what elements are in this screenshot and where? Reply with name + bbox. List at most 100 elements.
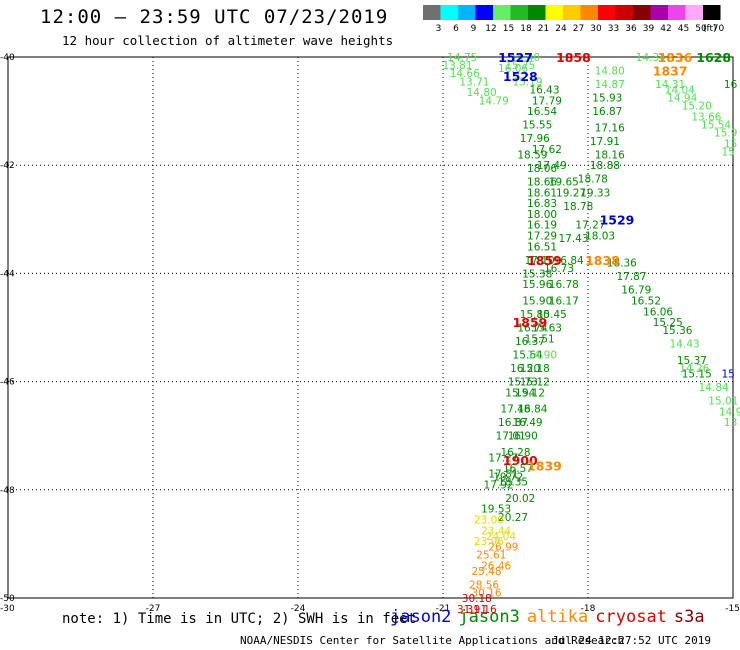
colorbar-label: 39 xyxy=(643,24,655,34)
swh-value: 25.61 xyxy=(476,550,506,562)
swh-value: 14.31 xyxy=(655,79,685,91)
swh-value: 15.45 xyxy=(537,309,567,321)
swh-value: 17.48 xyxy=(500,404,530,416)
colorbar-label: 6 xyxy=(453,24,459,34)
swh-value: 14.66 xyxy=(450,68,480,80)
swh-value: 18.59 xyxy=(517,149,547,161)
swh-value: 15.12 xyxy=(515,387,545,399)
colorbar-swatch xyxy=(580,5,598,20)
swh-value: 17.62 xyxy=(532,144,562,156)
pass-time-label: 1527 xyxy=(498,50,533,65)
colorbar-swatch xyxy=(528,5,546,20)
swh-value: 15.73 xyxy=(508,377,538,389)
swh-value: 18.88 xyxy=(590,160,620,172)
swh-value: 17.43 xyxy=(558,233,588,245)
swh-value: 14.34 xyxy=(636,52,666,64)
swh-value: 14.94 xyxy=(667,93,697,105)
y-tick-label: -48 xyxy=(0,486,15,496)
colorbar-unit: (ft) xyxy=(703,24,717,34)
satellite-legend: jason2 jason3 altika cryosat s3a xyxy=(390,607,712,627)
pass-time-label: 1838 xyxy=(585,253,620,268)
swh-value: 16.73 xyxy=(544,263,574,275)
swh-value: 15.96 xyxy=(522,279,552,291)
swh-value: 16.43 xyxy=(529,84,559,96)
swh-value: 19.72 xyxy=(493,471,523,483)
swh-value: 24.04 xyxy=(486,531,516,543)
swh-value: 16.51 xyxy=(527,241,557,253)
colorbar-swatch xyxy=(458,5,476,20)
swh-value: 15.19 xyxy=(513,76,543,88)
swh-value: 17.87 xyxy=(616,271,646,283)
legend-entry-cryosat: cryosat xyxy=(595,607,667,627)
swh-value: 17.92 xyxy=(484,479,514,491)
colorbar-swatch xyxy=(440,5,458,20)
pass-time-label: 1836 xyxy=(658,50,693,65)
swh-value: 16 xyxy=(724,79,738,91)
swh-value: 17.16 xyxy=(595,122,625,134)
swh-value: 16.83 xyxy=(527,198,557,210)
x-tick-label: -21 xyxy=(436,604,451,614)
swh-value: 16.20 xyxy=(510,363,540,375)
swh-value: 17.81 xyxy=(488,469,518,481)
credit-line: NOAA/NESDIS Center for Satellite Applica… xyxy=(240,634,625,647)
swh-value: 15.36 xyxy=(662,325,692,337)
colorbar-swatch xyxy=(633,5,651,20)
x-tick-label: -24 xyxy=(291,604,306,614)
swh-value: 13.81 xyxy=(442,60,472,72)
swh-value: 18.78 xyxy=(563,201,593,213)
swh-value: 15 xyxy=(724,139,737,151)
swh-value: 16.78 xyxy=(549,279,579,291)
swh-value: 25.48 xyxy=(471,566,501,578)
swh-value: 15 xyxy=(721,147,734,159)
x-tick-label: -30 xyxy=(0,604,15,614)
page-subtitle: 12 hour collection of altimeter wave hei… xyxy=(62,33,394,48)
colorbar-swatch xyxy=(685,5,703,20)
swh-value: 14.9 xyxy=(719,406,740,418)
swh-value: 16.57 xyxy=(503,463,533,475)
swh-value: 14.04 xyxy=(665,84,695,96)
swh-value: 17.27 xyxy=(488,452,518,464)
swh-value: 16.49 xyxy=(513,417,543,429)
swh-value: 14.80 xyxy=(595,66,625,78)
pass-time-label: 1900 xyxy=(503,453,538,468)
swh-value: 16.90 xyxy=(508,431,538,443)
swh-value: 15.54 xyxy=(701,120,731,132)
swh-value: 15.55 xyxy=(522,120,552,132)
swh-value: 19.53 xyxy=(481,504,511,516)
swh-value: 17.79 xyxy=(532,95,562,107)
swh-value: 16.52 xyxy=(631,295,661,307)
swh-value: 13 xyxy=(724,417,737,429)
swh-value: 15.37 xyxy=(677,355,707,367)
y-tick-label: -44 xyxy=(0,269,15,279)
swh-value: 31.16 xyxy=(467,604,497,616)
swh-value: 15.38 xyxy=(522,268,552,280)
swh-value: 16.06 xyxy=(643,306,673,318)
swh-value: 15.18 xyxy=(520,363,550,375)
colorbar-label: 33 xyxy=(608,24,619,34)
swh-value: 30.18 xyxy=(462,593,492,605)
swh-value: 15.90 xyxy=(522,295,552,307)
swh-value: 16.87 xyxy=(592,106,622,118)
colorbar-label: 21 xyxy=(538,24,549,34)
x-tick-label: -18 xyxy=(581,604,596,614)
colorbar-swatch xyxy=(650,5,668,20)
colorbar-swatch xyxy=(493,5,511,20)
swh-value: 16.74 xyxy=(517,323,547,335)
swh-value: 14.79 xyxy=(479,95,509,107)
swh-value: 14.75 xyxy=(447,52,477,64)
colorbar-swatch xyxy=(475,5,493,20)
pass-time-label: 1839 xyxy=(527,458,562,473)
pass-time-label: 1837 xyxy=(653,64,688,79)
swh-value: 31.91 xyxy=(457,604,487,616)
pass-time-label: 1628 xyxy=(696,50,731,65)
swh-value: 20.27 xyxy=(498,512,528,524)
colorbar-swatch xyxy=(545,5,563,20)
swh-value: 16.19 xyxy=(527,220,557,232)
swh-value: 16.79 xyxy=(621,285,651,297)
plot-frame xyxy=(7,56,734,599)
colorbar-label: 24 xyxy=(555,24,567,34)
swh-value: 26.46 xyxy=(481,561,511,573)
swh-value: 16.84 xyxy=(554,255,584,267)
colorbar-swatch xyxy=(423,5,441,20)
swh-value: 16.37 xyxy=(515,336,545,348)
